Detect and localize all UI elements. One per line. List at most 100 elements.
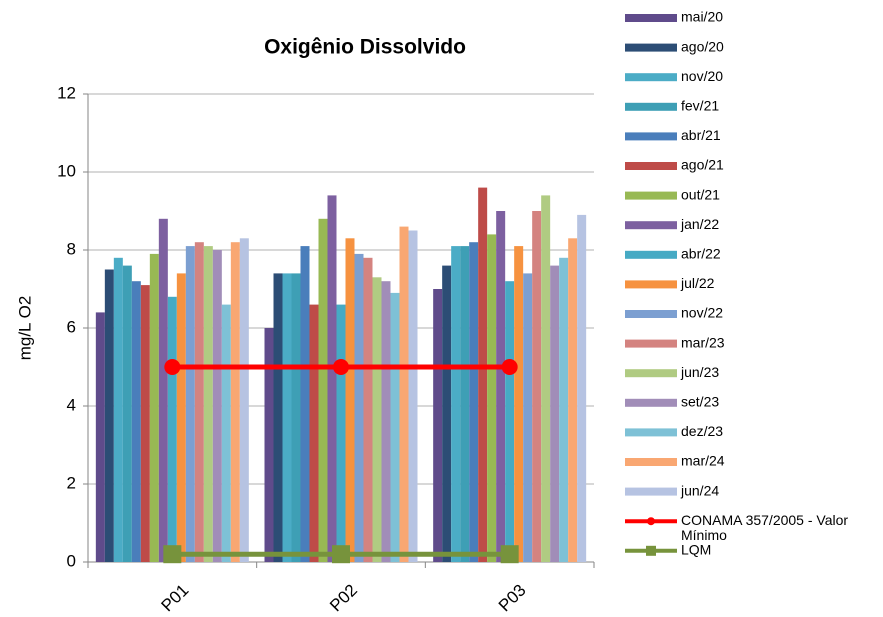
bar bbox=[104, 269, 114, 562]
bar bbox=[167, 296, 177, 562]
bar bbox=[230, 242, 240, 562]
bar bbox=[149, 253, 159, 562]
legend-swatch bbox=[625, 458, 677, 466]
legend-label: dez/23 bbox=[681, 423, 723, 439]
y-tick-label: 8 bbox=[67, 239, 76, 258]
bar bbox=[158, 218, 168, 563]
legend-swatch bbox=[625, 428, 677, 437]
legend-swatch bbox=[625, 43, 677, 52]
legend-swatch bbox=[625, 73, 677, 82]
bar bbox=[221, 304, 231, 562]
line-marker bbox=[164, 359, 181, 375]
y-axis-label: mg/L O2 bbox=[15, 296, 34, 361]
bar bbox=[327, 195, 337, 562]
bar bbox=[122, 265, 132, 562]
line-marker bbox=[163, 545, 182, 564]
line-marker bbox=[500, 545, 519, 564]
bar bbox=[140, 285, 150, 562]
bar bbox=[95, 312, 105, 562]
legend-label: out/21 bbox=[681, 186, 720, 202]
legend-label: ago/20 bbox=[681, 38, 724, 54]
bar bbox=[239, 238, 249, 563]
bar bbox=[282, 273, 292, 562]
line-marker bbox=[333, 359, 349, 375]
legend-label: nov/20 bbox=[681, 68, 723, 84]
bar bbox=[496, 211, 506, 562]
bar bbox=[203, 246, 213, 562]
legend-swatch bbox=[625, 102, 677, 111]
legend-label: jul/22 bbox=[680, 275, 715, 291]
legend-swatch bbox=[625, 339, 677, 348]
bar bbox=[478, 187, 488, 562]
bar bbox=[399, 226, 409, 562]
legend-label: mai/20 bbox=[681, 9, 723, 25]
legend-swatch bbox=[625, 162, 677, 170]
bar bbox=[318, 218, 328, 563]
bar bbox=[451, 246, 461, 562]
legend-marker bbox=[647, 517, 655, 526]
y-tick-label: 2 bbox=[67, 473, 76, 492]
bar bbox=[532, 211, 542, 562]
bar bbox=[577, 214, 587, 562]
bar bbox=[487, 234, 497, 562]
y-tick-label: 12 bbox=[57, 83, 76, 102]
bar bbox=[291, 273, 301, 562]
legend-label: LQM bbox=[681, 542, 711, 558]
bar bbox=[131, 281, 141, 562]
legend-swatch bbox=[625, 369, 677, 378]
bar bbox=[550, 265, 560, 562]
legend-swatch bbox=[625, 132, 677, 141]
line-marker bbox=[332, 545, 350, 564]
bar bbox=[185, 246, 195, 562]
legend-label: CONAMA 357/2005 - Valor Mínimo bbox=[681, 512, 849, 544]
legend-swatch bbox=[625, 310, 677, 318]
bar bbox=[345, 238, 355, 563]
legend-label: nov/22 bbox=[681, 305, 723, 321]
bar bbox=[408, 230, 418, 562]
legend-label: abr/22 bbox=[681, 246, 721, 262]
legend-marker bbox=[646, 545, 656, 556]
bar bbox=[469, 242, 479, 562]
bar bbox=[113, 257, 123, 562]
bar bbox=[194, 242, 204, 562]
legend-swatch bbox=[625, 280, 677, 289]
y-tick-label: 10 bbox=[57, 161, 76, 180]
legend-label: jan/22 bbox=[680, 216, 719, 232]
bar bbox=[372, 277, 382, 562]
bar bbox=[354, 253, 364, 562]
bar bbox=[363, 257, 373, 562]
bar bbox=[390, 292, 400, 562]
legend-label: mar/24 bbox=[681, 453, 725, 469]
bar bbox=[273, 273, 283, 562]
bar bbox=[176, 273, 186, 562]
y-tick-label: 4 bbox=[67, 395, 76, 414]
y-tick-label: 0 bbox=[67, 551, 76, 570]
bar bbox=[541, 195, 551, 562]
legend-label: jun/24 bbox=[680, 482, 719, 498]
legend-swatch bbox=[625, 221, 677, 230]
legend-label: fev/21 bbox=[681, 98, 719, 114]
x-tick-label: P02 bbox=[326, 581, 361, 616]
bar bbox=[212, 250, 222, 562]
bar bbox=[433, 289, 443, 562]
legend-swatch bbox=[625, 487, 677, 496]
legend-swatch bbox=[625, 398, 677, 407]
bar bbox=[381, 281, 391, 562]
bar bbox=[460, 246, 470, 562]
legend-label: set/23 bbox=[681, 394, 719, 410]
legend-label: jun/23 bbox=[680, 364, 719, 380]
bar bbox=[514, 246, 524, 562]
y-tick-label: 6 bbox=[67, 317, 76, 336]
legend-swatch bbox=[625, 250, 677, 259]
chart-title: Oxigênio Dissolvido bbox=[264, 36, 466, 59]
bar bbox=[505, 281, 515, 562]
bar bbox=[264, 328, 274, 562]
bar bbox=[523, 273, 533, 562]
bar bbox=[568, 238, 578, 563]
bar bbox=[336, 304, 346, 562]
bar bbox=[442, 265, 452, 562]
legend-label: ago/21 bbox=[681, 157, 724, 173]
legend-swatch bbox=[625, 14, 677, 22]
